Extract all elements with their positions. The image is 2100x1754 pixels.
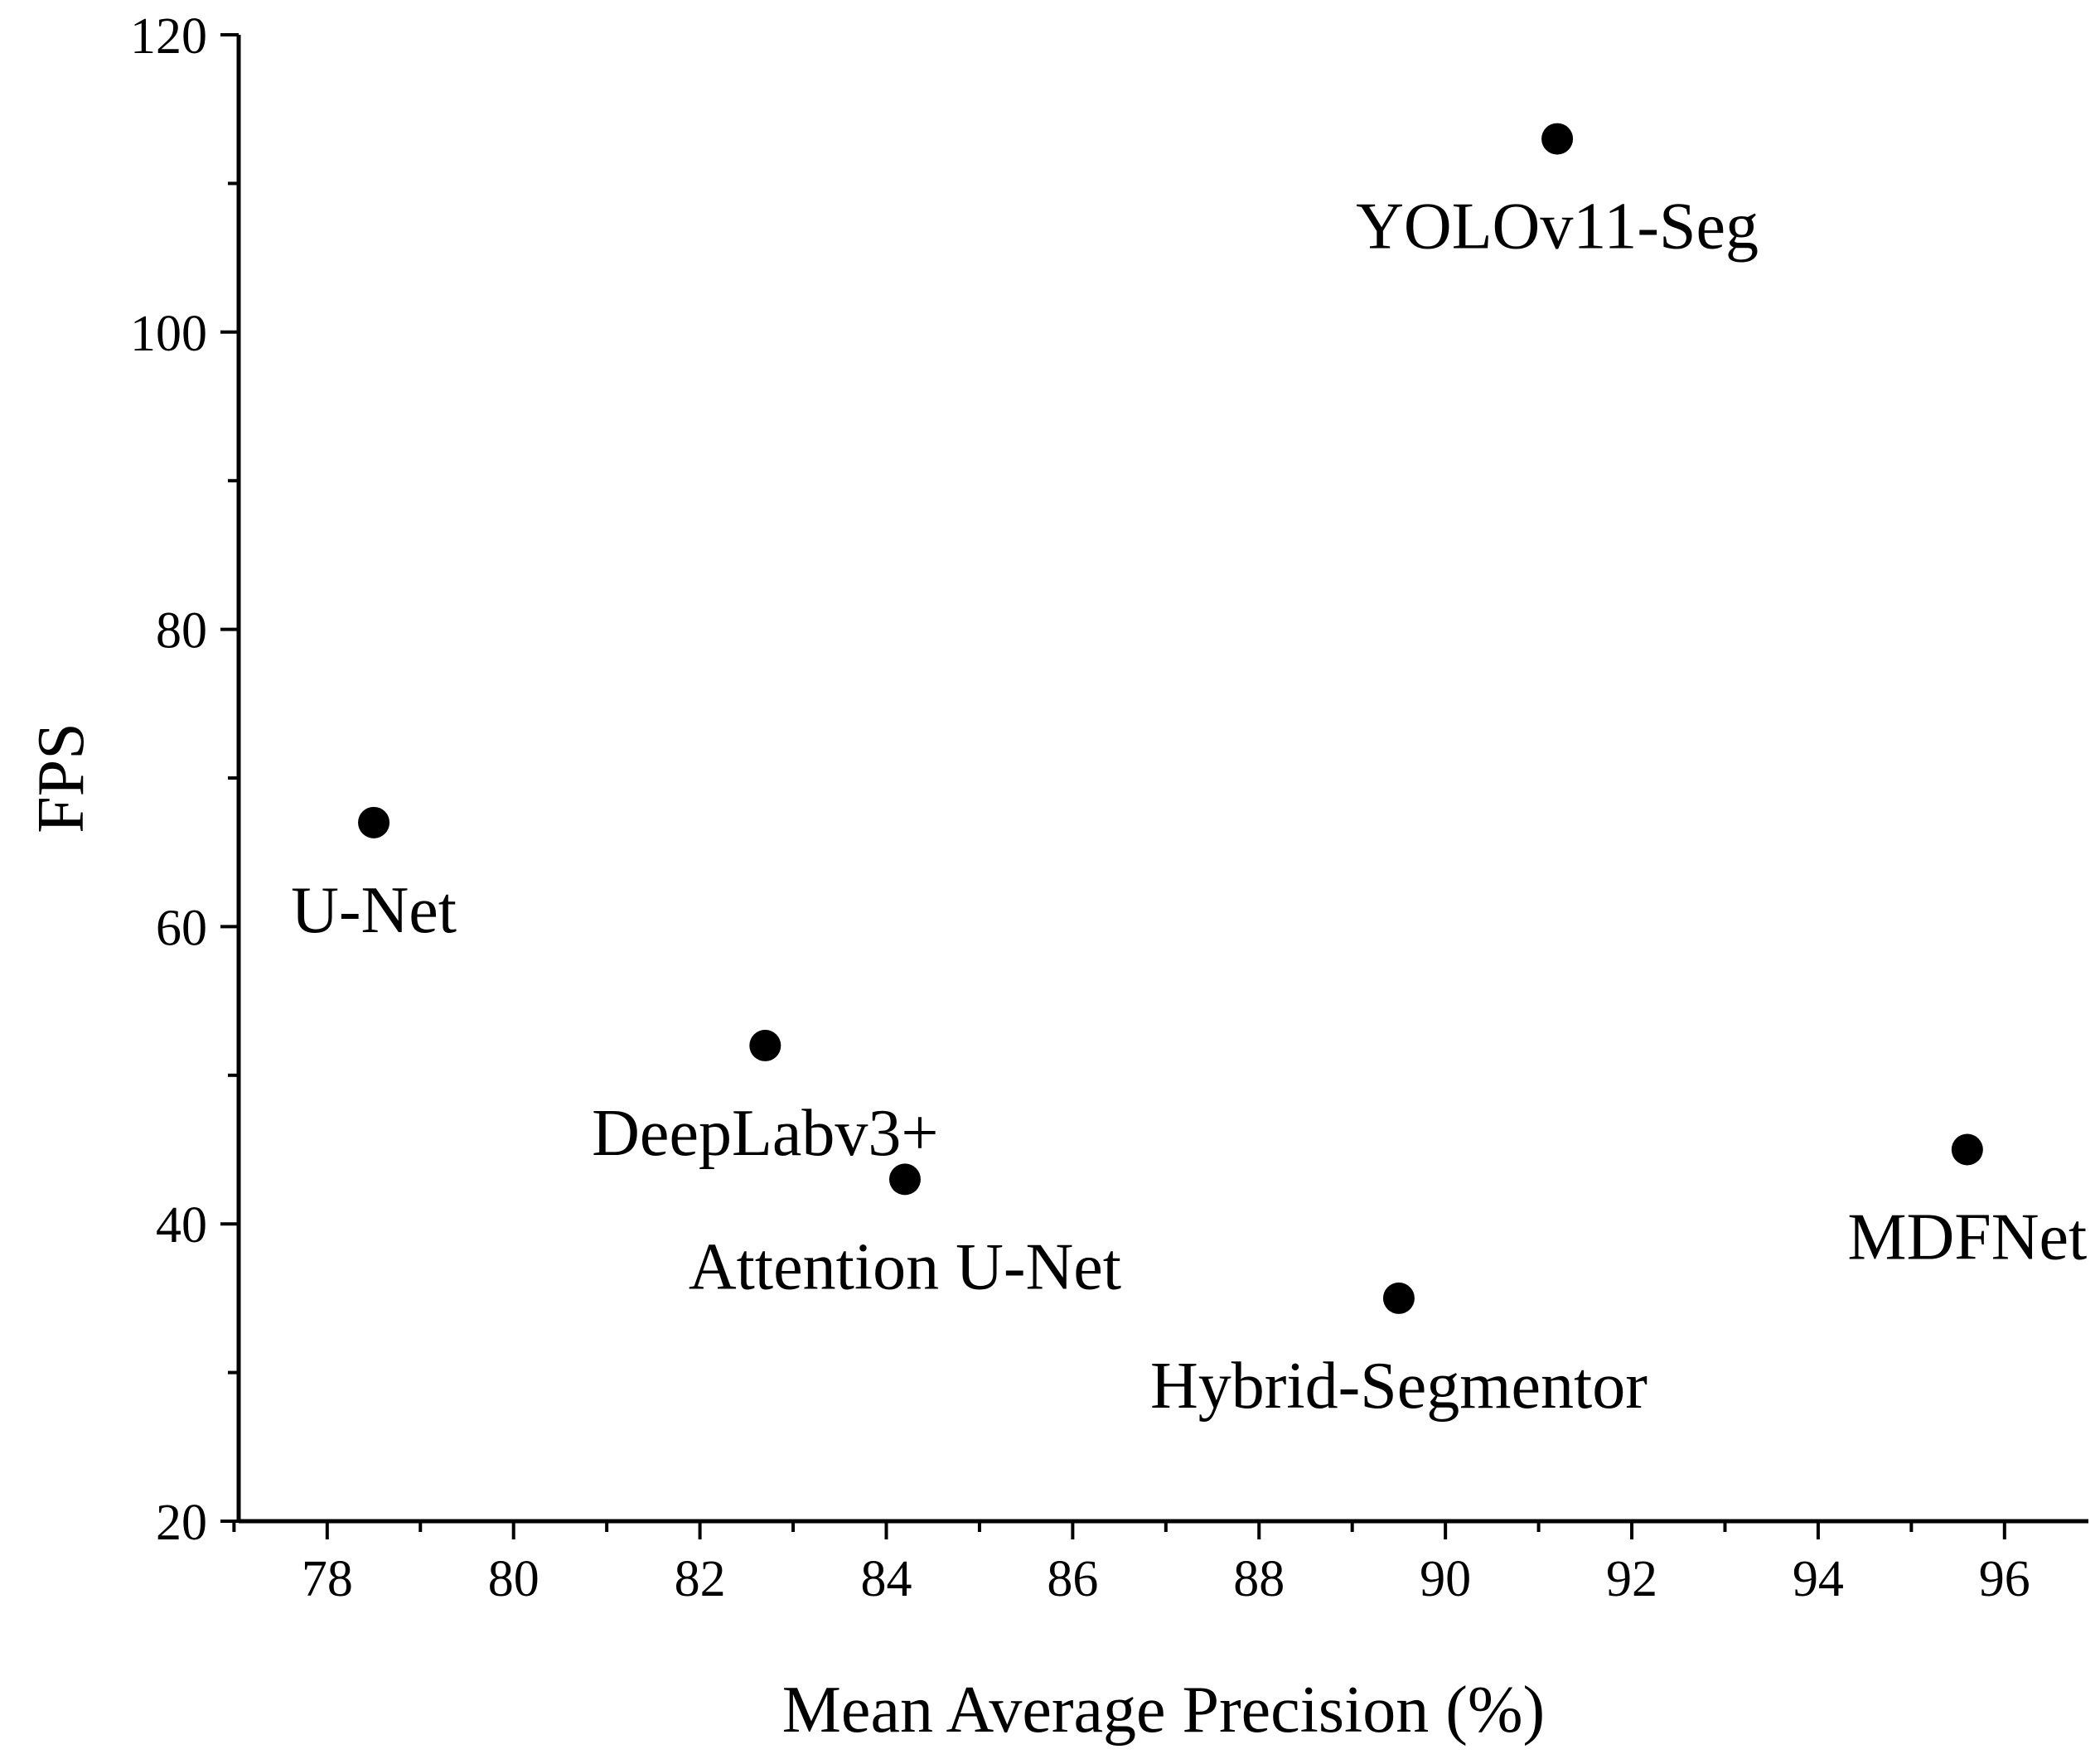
data-point xyxy=(888,1163,921,1196)
x-tick-label: 92 xyxy=(1606,1551,1657,1607)
axes xyxy=(236,35,2088,1524)
data-point xyxy=(1382,1282,1415,1314)
y-tick-label: 60 xyxy=(156,900,207,956)
data-points: U-Net DeepLabv3+ Attention U-Net Hybrid-Seg… xyxy=(291,123,2087,1423)
x-tick-label: 80 xyxy=(488,1551,540,1607)
x-tick-label: 96 xyxy=(1979,1551,2030,1607)
data-point xyxy=(358,806,390,838)
x-tick-label: 94 xyxy=(1793,1551,1844,1607)
data-point xyxy=(1951,1133,1983,1166)
x-tick-label: 82 xyxy=(675,1551,726,1607)
y-axis-title: FPS xyxy=(25,722,98,833)
data-point-label: DeepLabv3+ xyxy=(592,1097,938,1170)
x-tick-label: 86 xyxy=(1047,1551,1098,1607)
x-tick-label: 90 xyxy=(1420,1551,1471,1607)
y-tick-label: 100 xyxy=(130,306,207,362)
data-point-label: Hybrid-Segmentor xyxy=(1150,1350,1648,1423)
x-tick-label: 84 xyxy=(860,1551,912,1607)
data-point-label: YOLOv11-Seg xyxy=(1356,191,1759,263)
x-tick-label: 78 xyxy=(302,1551,353,1607)
ticks: 78 80 82 84 86 88 90 92 94 96 20 40 60 80 100 120 xyxy=(130,8,2030,1607)
data-point-label: Attention U-Net xyxy=(689,1230,1121,1303)
y-tick-label: 20 xyxy=(156,1495,207,1551)
y-tick-label: 120 xyxy=(130,8,207,65)
data-point xyxy=(1541,123,1574,155)
data-point-label: U-Net xyxy=(291,874,457,947)
data-point-label: MDFNet xyxy=(1847,1201,2087,1274)
y-tick-label: 40 xyxy=(156,1197,207,1254)
data-point xyxy=(749,1029,781,1061)
x-tick-label: 88 xyxy=(1233,1551,1285,1607)
y-tick-label: 80 xyxy=(156,603,207,660)
x-axis-title: Mean Average Precision (%) xyxy=(782,1674,1545,1747)
